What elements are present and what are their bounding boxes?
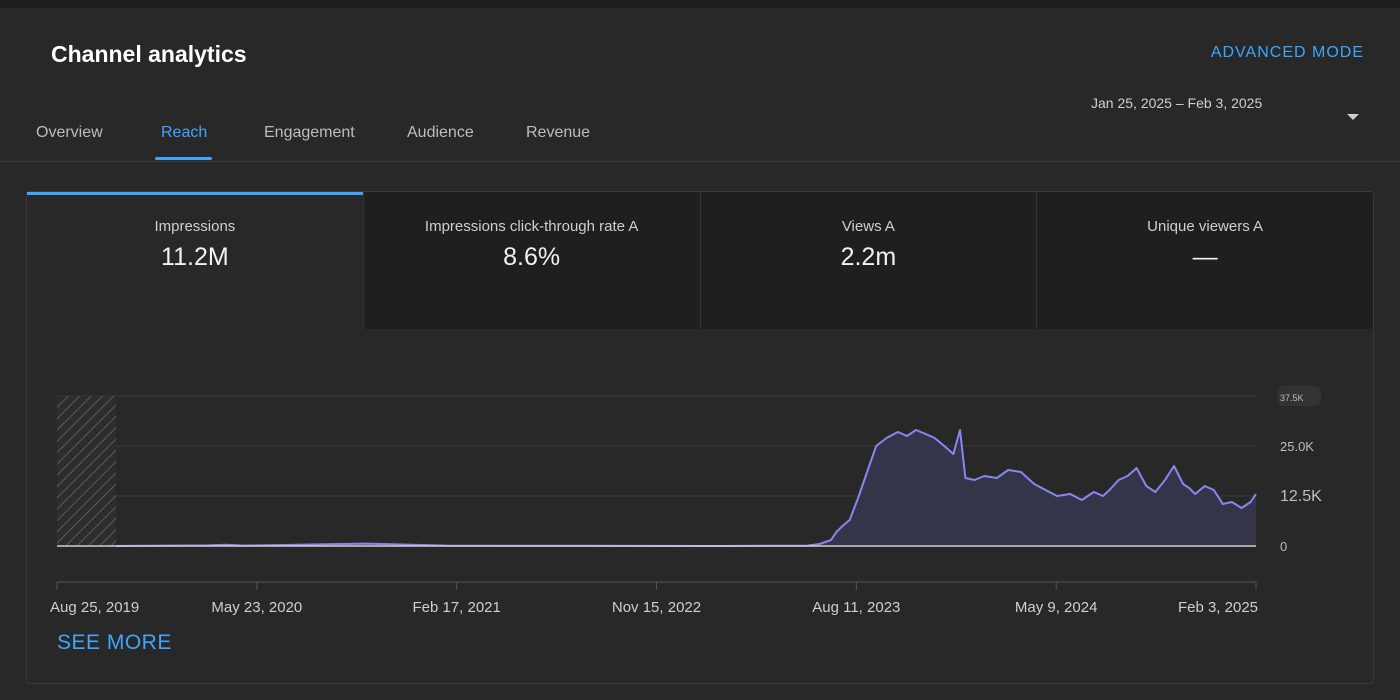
metric-cards: Impressions 11.2M Impressions click-thro…: [27, 192, 1373, 329]
tab-divider: [0, 161, 1400, 162]
page-title: Channel analytics: [51, 41, 247, 67]
metric-label: Impressions click-through rate A: [424, 218, 639, 235]
y-tick-label: 12.5K: [1280, 488, 1322, 505]
y-tick-badge: [1277, 386, 1321, 406]
impressions-area: [116, 430, 1257, 546]
chart-gridlines: [57, 395, 1256, 497]
metric-unique-viewers[interactable]: Unique viewers A —: [1036, 192, 1373, 329]
x-tick-label: May 9, 2024: [1015, 599, 1098, 616]
metric-label: Views A: [841, 218, 895, 235]
x-tick-label: Nov 15, 2022: [612, 599, 701, 616]
tab-bar: Overview Reach Engagement Audience Reven…: [0, 120, 1400, 162]
metric-label: Unique viewers A: [1147, 218, 1264, 235]
metric-views[interactable]: Views A 2.2m: [699, 192, 1037, 329]
advanced-mode-button[interactable]: ADVANCED MODE: [1210, 44, 1364, 61]
metric-label: Impressions: [154, 218, 236, 235]
impressions-line: [116, 429, 1257, 547]
metric-impressions[interactable]: Impressions 11.2M: [27, 192, 363, 329]
x-tick-label: Feb 17, 2021: [412, 599, 500, 616]
x-tick-label: May 23, 2020: [211, 599, 302, 616]
tab-engagement[interactable]: Engagement: [264, 124, 355, 141]
tab-reach[interactable]: Reach: [161, 124, 208, 141]
metric-value: 11.2M: [161, 243, 229, 271]
x-tick-label: Aug 11, 2023: [812, 599, 900, 616]
metric-value: 2.2m: [840, 243, 897, 271]
metric-ctr[interactable]: Impressions click-through rate A 8.6%: [362, 192, 700, 329]
y-tick-label: 25.0K: [1280, 439, 1314, 454]
y-tick-label: 0: [1280, 539, 1287, 554]
date-range[interactable]: Jan 25, 2025 – Feb 3, 2025: [1091, 95, 1263, 111]
date-range-dropdown-icon[interactable]: [1347, 114, 1359, 120]
see-more-button[interactable]: SEE MORE: [57, 631, 172, 654]
no-data-region: [57, 396, 117, 546]
x-tick-label: Aug 25, 2019: [50, 599, 139, 616]
analytics-card: Impressions 11.2M Impressions click-thro…: [26, 191, 1374, 684]
x-tick-label: Feb 3, 2025: [1178, 599, 1258, 616]
tab-revenue[interactable]: Revenue: [526, 124, 591, 141]
metric-value: —: [1192, 243, 1218, 271]
tab-audience[interactable]: Audience: [407, 124, 474, 141]
y-tick-label: 37.5K: [1280, 393, 1304, 403]
active-tab-indicator: [155, 157, 212, 160]
tab-overview[interactable]: Overview: [36, 124, 103, 141]
metric-value: 8.6%: [503, 243, 561, 271]
top-strip: [0, 0, 1400, 8]
